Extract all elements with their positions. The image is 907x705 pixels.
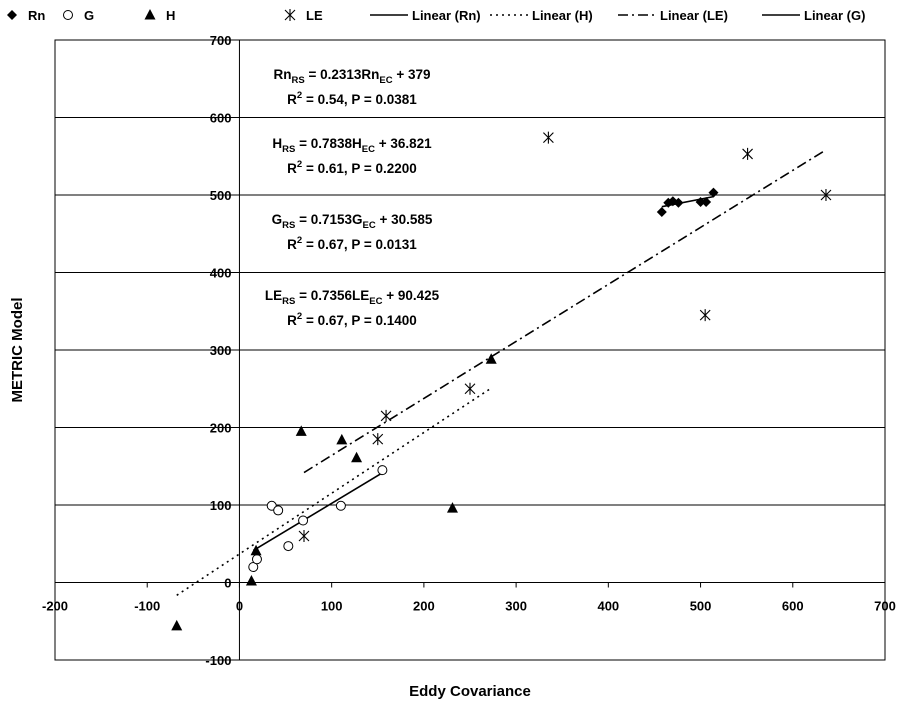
x-tick-label: 500 xyxy=(690,599,712,614)
legend-marker xyxy=(144,9,156,20)
y-tick-label: 200 xyxy=(210,421,232,436)
x-tick-label: 300 xyxy=(505,599,527,614)
x-tick-label: 400 xyxy=(597,599,619,614)
legend-label: Rn xyxy=(28,8,45,23)
data-point-g xyxy=(377,465,388,476)
trendline xyxy=(303,149,827,474)
y-tick-label: -100 xyxy=(205,653,231,668)
legend-label: H xyxy=(166,8,175,23)
data-point-g xyxy=(283,541,294,552)
data-point-rn xyxy=(673,197,684,208)
regression-annotations: RnRS = 0.2313RnEC + 379 R2 = 0.54, P = 0.… xyxy=(265,67,440,328)
x-axis-title: Eddy Covariance xyxy=(409,683,531,700)
legend-label: Linear (H) xyxy=(532,8,593,23)
data-point-le xyxy=(298,530,310,542)
regression-equation: HRS = 0.7838HEC + 36.821 xyxy=(272,136,432,155)
data-point-h xyxy=(485,353,497,364)
legend-label: LE xyxy=(306,8,323,23)
data-point-rn xyxy=(695,196,706,207)
data-point-le xyxy=(380,409,392,422)
data-point-h xyxy=(446,502,458,513)
data-point-le xyxy=(372,433,384,446)
data-point-h xyxy=(351,451,363,463)
y-tick-label: 600 xyxy=(210,111,232,126)
data-point-h xyxy=(295,425,307,436)
trendline xyxy=(176,387,492,596)
data-point-le xyxy=(699,309,711,322)
y-tick-label: 300 xyxy=(210,343,232,358)
regression-statistics: R2 = 0.54, P = 0.0381 xyxy=(287,90,417,107)
y-tick-label: 100 xyxy=(210,498,232,513)
legend: Rn G H LE Linear (Rn) Linear (H) Linear (LE) Li… xyxy=(7,8,865,23)
regression-statistics: R2 = 0.67, P = 0.1400 xyxy=(287,311,417,328)
legend-label: Linear (LE) xyxy=(660,8,728,23)
legend-marker xyxy=(284,9,296,21)
legend-marker xyxy=(7,10,17,20)
x-tick-label: -200 xyxy=(42,599,68,614)
data-point-g xyxy=(298,515,309,526)
axes: -100 0 100 200 300 400 500 600 700 -200 -100 0 100 20… xyxy=(42,33,896,668)
regression-statistics: R2 = 0.67, P = 0.0131 xyxy=(287,235,417,252)
x-tick-label: 600 xyxy=(782,599,804,614)
trendline xyxy=(252,472,383,552)
data-point-le xyxy=(820,189,832,201)
regression-equation: GRS = 0.7153GEC + 30.585 xyxy=(272,212,433,231)
x-tick-label: 200 xyxy=(413,599,435,614)
legend-label: G xyxy=(84,8,94,23)
legend-marker xyxy=(63,10,73,20)
data-point-h xyxy=(250,544,262,556)
y-tick-label: 400 xyxy=(210,266,232,281)
data-point-h xyxy=(245,574,257,586)
data-point-rn xyxy=(701,196,712,207)
data-point-le xyxy=(742,147,753,160)
data-point-le xyxy=(464,382,476,395)
legend-label: Linear (G) xyxy=(804,8,865,23)
data-point-h xyxy=(336,433,348,445)
x-tick-label: 0 xyxy=(236,599,243,614)
data-points xyxy=(171,131,832,631)
legend-label: Linear (Rn) xyxy=(412,8,481,23)
data-point-g xyxy=(273,505,284,516)
data-point-h xyxy=(171,619,183,631)
data-point-g xyxy=(251,554,262,565)
x-tick-label: 100 xyxy=(321,599,343,614)
data-point-g xyxy=(335,500,346,511)
data-point-rn xyxy=(708,187,719,198)
data-point-rn xyxy=(656,207,667,218)
gridlines xyxy=(55,39,885,661)
x-tick-label: 700 xyxy=(874,599,896,614)
y-tick-label: 0 xyxy=(224,576,231,591)
regression-equation: RnRS = 0.2313RnEC + 379 xyxy=(274,67,431,86)
y-tick-label: 500 xyxy=(210,188,232,203)
x-tick-label: -100 xyxy=(134,599,160,614)
data-point-le xyxy=(543,131,554,144)
y-tick-label: 700 xyxy=(210,33,232,48)
regression-statistics: R2 = 0.61, P = 0.2200 xyxy=(287,159,417,176)
regression-equation: LERS = 0.7356LEEC + 90.425 xyxy=(265,288,440,307)
y-axis-title: METRIC Model xyxy=(9,298,26,403)
